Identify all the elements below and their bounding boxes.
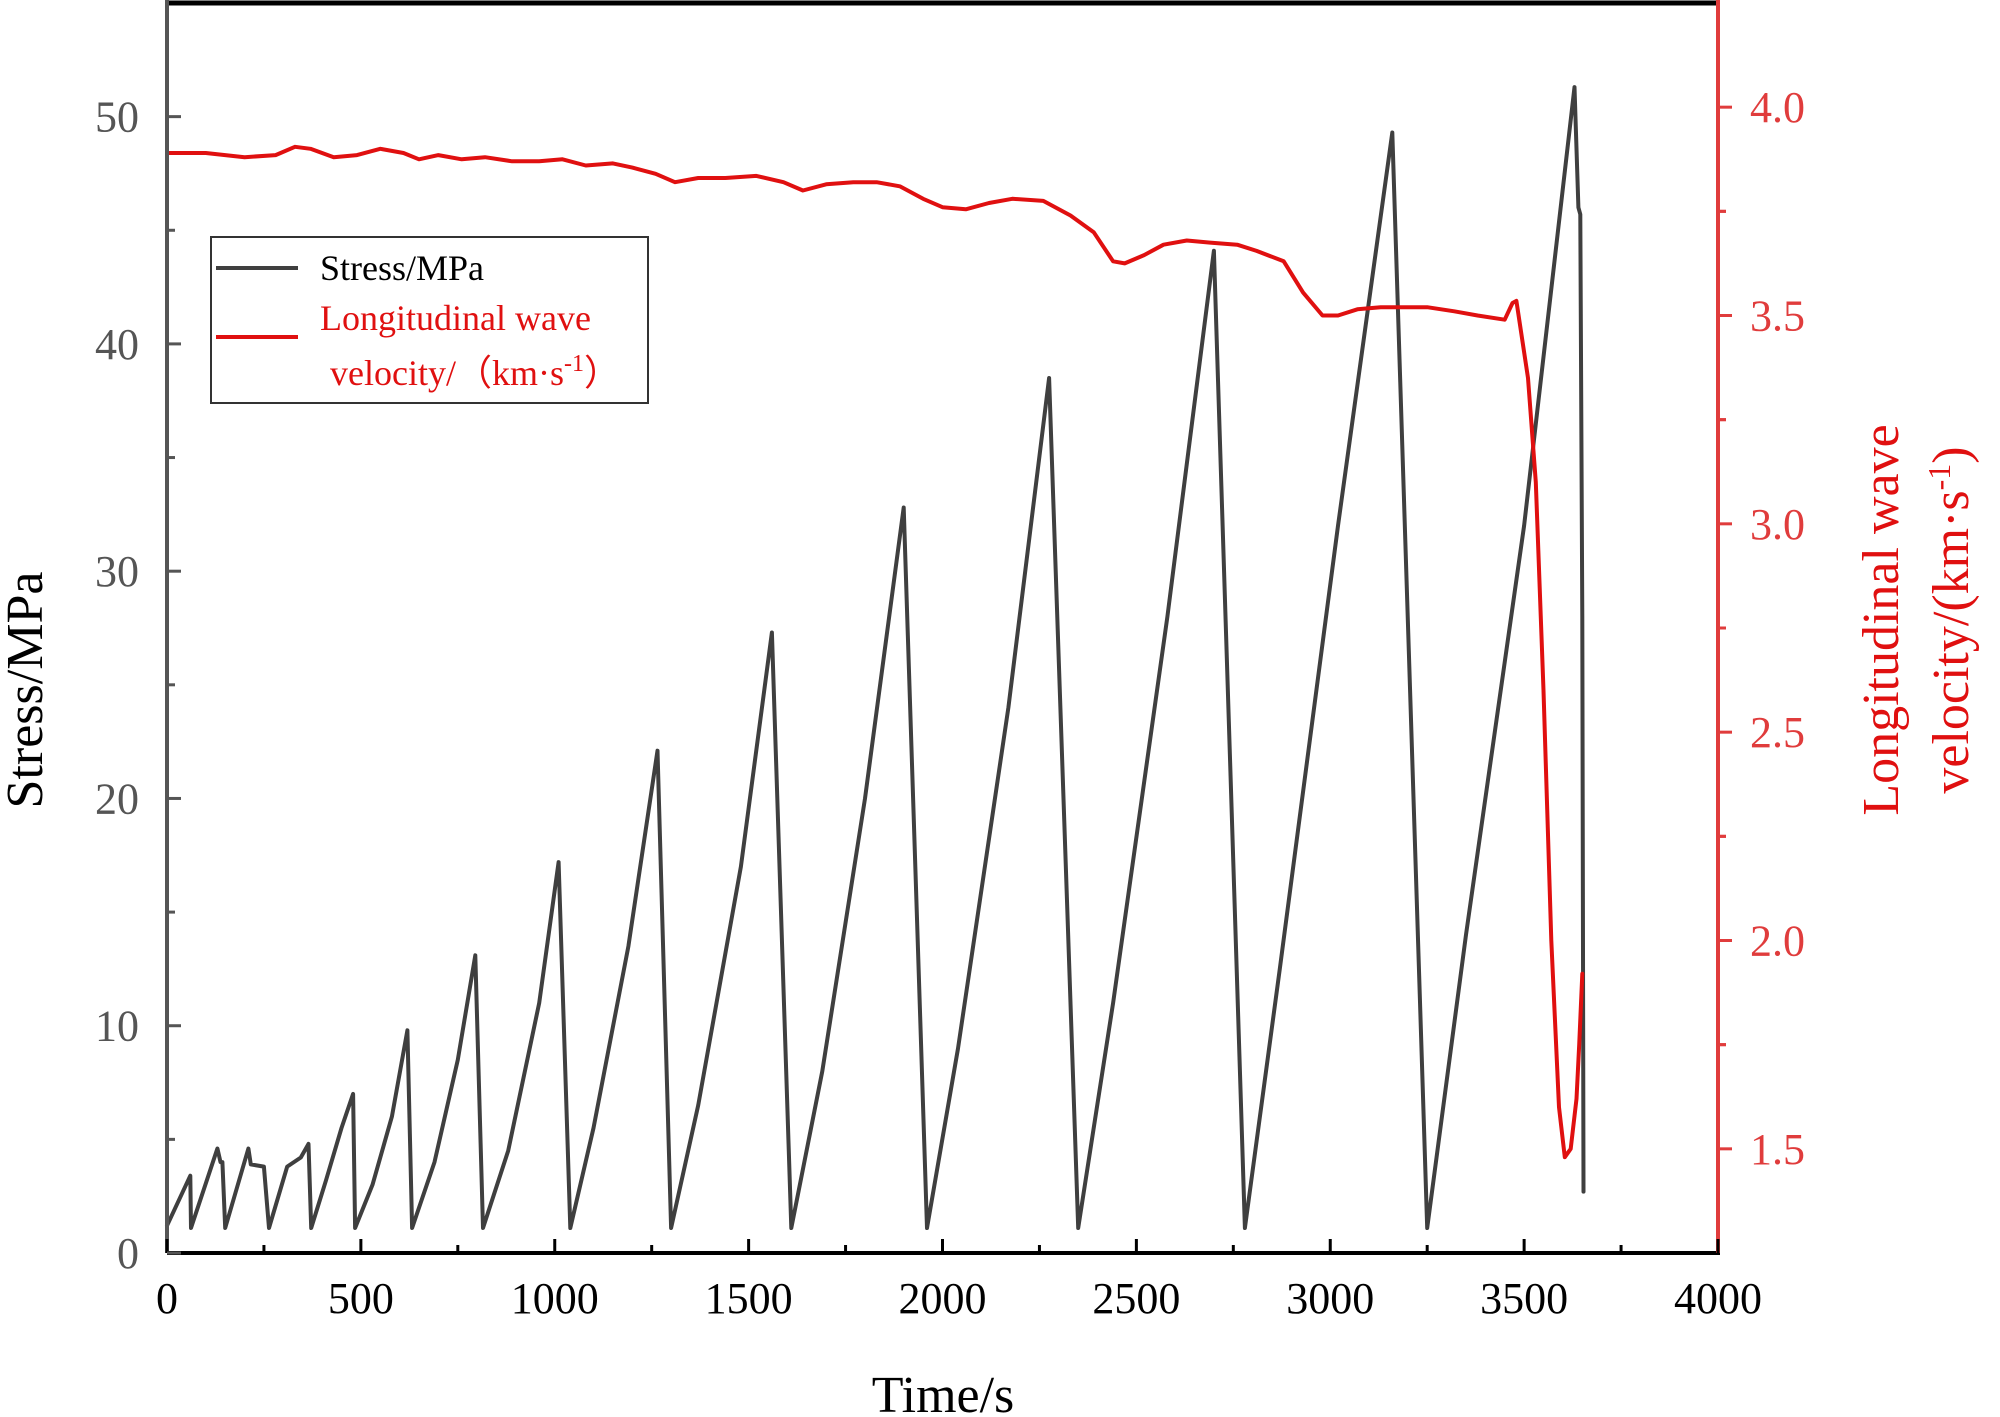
legend-stress-label: Stress/MPa xyxy=(320,248,484,288)
x-tick-label: 500 xyxy=(328,1274,394,1323)
x-tick-label: 2500 xyxy=(1092,1274,1180,1323)
x-tick-label: 2000 xyxy=(899,1274,987,1323)
x-axis-title: Time/s xyxy=(872,1367,1015,1417)
ticks-layer: 0 500 1000 1500 2000 2500 3000 3500 4000 0 10 20 30 4… xyxy=(95,83,1805,1323)
left-y-tick-label: 20 xyxy=(95,774,139,823)
right-y-axis-title: Longitudinal wave xyxy=(1853,424,1910,815)
right-y-axis-title-close: ) xyxy=(1923,446,1980,463)
legend-box xyxy=(210,236,649,404)
left-y-tick-label: 10 xyxy=(95,1002,139,1051)
legend-wave-label-line1: Longitudinal wave xyxy=(320,298,591,338)
x-tick-label: 1500 xyxy=(705,1274,793,1323)
right-y-axis-title-line1: Longitudinal wave xyxy=(1853,424,1910,815)
series-stress-line xyxy=(165,85,1586,1230)
legend-wave-label-line2-main: velocity/（km·s xyxy=(330,353,564,393)
x-tick-label: 4000 xyxy=(1674,1274,1762,1323)
legend-wave-label-line2: velocity/（km·s-1） xyxy=(330,351,620,393)
left-y-tick-label: 50 xyxy=(95,93,139,142)
right-y-tick-label: 3.5 xyxy=(1750,292,1805,341)
legend-wave-label-close: ） xyxy=(584,353,620,393)
right-y-tick-label: 4.0 xyxy=(1750,83,1805,132)
right-y-tick-label: 1.5 xyxy=(1750,1125,1805,1174)
right-y-axis-title-sup: -1 xyxy=(1921,464,1957,491)
right-y-tick-label: 2.5 xyxy=(1750,708,1805,757)
left-y-axis-title: Stress/MPa xyxy=(0,572,54,809)
right-y-tick-label: 2.0 xyxy=(1750,917,1805,966)
x-tick-label: 0 xyxy=(156,1274,178,1323)
right-y-axis-title-line2-group: velocity/(km·s-1) xyxy=(1921,446,1980,793)
right-y-axis-title-line2-main: velocity/(km·s xyxy=(1923,490,1980,793)
series-wave-velocity-line xyxy=(165,144,1585,1160)
legend-wave-label-sup: -1 xyxy=(564,351,584,377)
x-tick-label: 3000 xyxy=(1286,1274,1374,1323)
x-tick-label: 1000 xyxy=(511,1274,599,1323)
series-layer xyxy=(165,85,1586,1230)
legend: Stress/MPa Longitudinal wave velocity/（k… xyxy=(210,236,649,404)
left-y-tick-label: 0 xyxy=(117,1229,139,1278)
right-y-axis-title-line2: velocity/(km·s-1) xyxy=(1921,446,1980,793)
right-y-tick-label: 3.0 xyxy=(1750,500,1805,549)
left-y-tick-label: 30 xyxy=(95,547,139,596)
left-y-tick-label: 40 xyxy=(95,320,139,369)
x-tick-label: 3500 xyxy=(1480,1274,1568,1323)
